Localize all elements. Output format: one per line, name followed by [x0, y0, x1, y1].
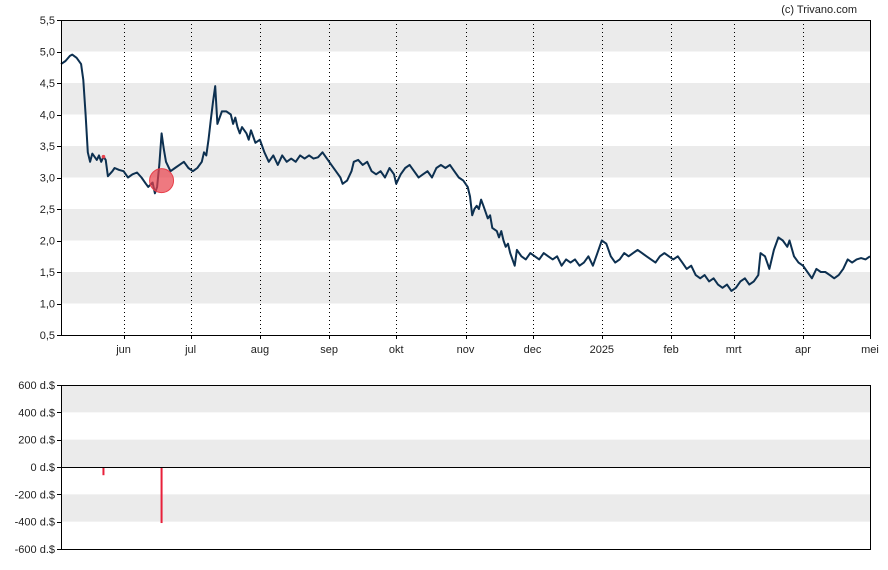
price-xtick-label: sep — [320, 344, 338, 356]
price-ytick-label: 0,5 — [40, 330, 55, 342]
price-ytick-label: 2,0 — [40, 236, 55, 248]
volume-ytick-label: 600 d.$ — [18, 380, 55, 392]
price-xtick-label: feb — [663, 344, 678, 356]
price-ytick-label: 3,5 — [40, 141, 55, 153]
price-ytick-label: 3,0 — [40, 173, 55, 185]
price-ytick-label: 4,0 — [40, 110, 55, 122]
price-band — [61, 83, 870, 115]
price-line — [60, 53, 871, 292]
volume-bar-2024-06-18 — [160, 467, 163, 524]
axes — [57, 20, 871, 550]
volume-ytick-label: 200 d.$ — [18, 435, 55, 447]
volume-band — [61, 439, 870, 467]
price-xtick-label: jul — [184, 344, 196, 356]
price-xtick-label: 2025 — [590, 344, 614, 356]
price-panel-bands — [61, 20, 870, 304]
price-band — [61, 272, 870, 304]
price-band — [61, 146, 870, 178]
price-xtick-label: aug — [251, 344, 269, 356]
price-xtick-label: okt — [389, 344, 404, 356]
price-ytick-label: 5,5 — [40, 15, 55, 27]
price-band — [61, 209, 870, 241]
price-xtick-label: mei — [861, 344, 879, 356]
price-ytick-label: 2,5 — [40, 204, 55, 216]
price-band — [61, 20, 870, 52]
price-ytick-label: 1,0 — [40, 299, 55, 311]
price-xtick-label: mrt — [726, 344, 742, 356]
price-ytick-label: 1,5 — [40, 267, 55, 279]
volume-panel-bands — [61, 385, 870, 522]
transaction-marker-small — [101, 154, 106, 159]
tick-labels: 0,5 1,0 1,5 2,0 2,5 3,0 3,5 4,0 4,5 5,0 5,5 jun jul a… — [15, 15, 879, 556]
volume-ytick-label: 400 d.$ — [18, 407, 55, 419]
volume-bars — [102, 467, 163, 524]
watermark: (c) Trivano.com — [781, 4, 857, 16]
volume-ytick-label: -600 d.$ — [15, 544, 55, 556]
price-ytick-label: 5,0 — [40, 47, 55, 59]
volume-bar-2024-05-23 — [102, 467, 105, 476]
volume-ytick-label: 0 d.$ — [31, 462, 55, 474]
price-xtick-label: jun — [115, 344, 131, 356]
volume-band — [61, 385, 870, 413]
price-ytick-label: 4,5 — [40, 78, 55, 90]
transaction-marker-circle — [149, 168, 175, 194]
price-markers — [101, 154, 175, 194]
price-series — [60, 53, 871, 292]
price-xtick-label: nov — [457, 344, 475, 356]
volume-ytick-label: -200 d.$ — [15, 489, 55, 501]
volume-band — [61, 494, 870, 522]
price-xtick-label: dec — [524, 344, 542, 356]
volume-ytick-label: -400 d.$ — [15, 517, 55, 529]
price-xtick-label: apr — [795, 344, 811, 356]
